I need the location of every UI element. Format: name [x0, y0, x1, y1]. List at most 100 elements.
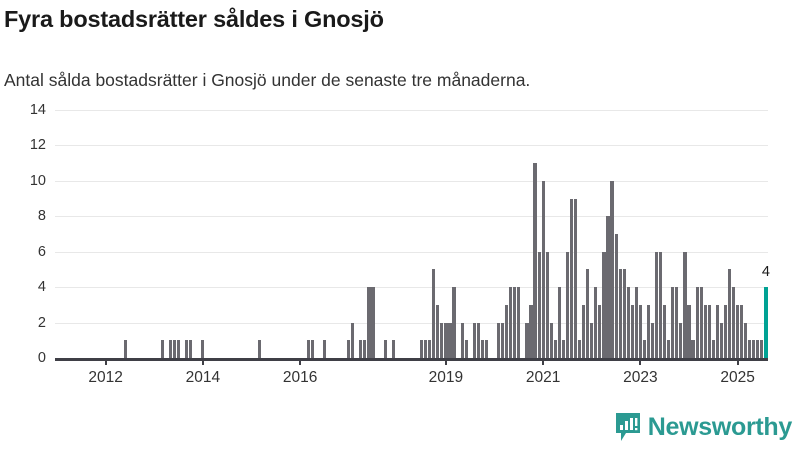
bar[interactable] [124, 340, 128, 358]
bar[interactable] [436, 304, 440, 358]
bar[interactable] [646, 304, 651, 358]
bar[interactable] [727, 269, 732, 358]
bar[interactable] [707, 304, 711, 358]
bar[interactable] [529, 304, 533, 358]
bar[interactable] [424, 340, 428, 358]
bar[interactable] [634, 287, 638, 358]
bar[interactable] [440, 322, 444, 358]
bar[interactable] [160, 340, 164, 358]
bar[interactable] [736, 304, 740, 358]
bar[interactable] [460, 322, 464, 358]
bar[interactable] [383, 340, 387, 358]
bar[interactable] [622, 269, 626, 358]
bar[interactable] [347, 340, 351, 358]
bar[interactable] [598, 304, 602, 358]
bar[interactable] [675, 287, 679, 358]
bar[interactable] [432, 269, 436, 358]
bar[interactable] [172, 340, 177, 358]
bar[interactable] [752, 340, 756, 358]
bar[interactable] [569, 198, 574, 358]
bar[interactable] [448, 322, 452, 358]
bar[interactable] [537, 251, 541, 358]
bar[interactable] [484, 340, 489, 358]
bar[interactable] [549, 322, 553, 358]
bar[interactable] [561, 340, 565, 358]
newsworthy-logo[interactable]: Newsworthy [615, 412, 792, 442]
bar[interactable] [691, 340, 695, 358]
bar[interactable] [748, 340, 752, 358]
bar[interactable] [189, 340, 193, 358]
bar[interactable] [505, 304, 509, 358]
bar[interactable] [699, 287, 703, 358]
bar[interactable] [310, 340, 314, 358]
bar[interactable] [476, 322, 480, 358]
bar[interactable] [428, 340, 432, 358]
bar[interactable] [638, 304, 642, 358]
bar[interactable] [703, 304, 707, 358]
bar[interactable] [683, 251, 687, 358]
bar[interactable] [525, 322, 529, 358]
bar[interactable] [594, 287, 598, 358]
bar[interactable] [420, 340, 424, 358]
bar[interactable] [695, 287, 699, 358]
bar[interactable] [472, 322, 476, 358]
bar[interactable] [573, 198, 578, 358]
bar[interactable] [464, 340, 468, 358]
bar[interactable] [606, 216, 610, 358]
bar[interactable] [501, 322, 505, 358]
bar[interactable] [715, 304, 719, 358]
bar[interactable] [659, 251, 663, 358]
bar[interactable] [626, 287, 630, 358]
bar[interactable] [258, 340, 262, 358]
bar[interactable] [533, 163, 537, 358]
bar[interactable] [553, 340, 557, 358]
bar[interactable] [306, 340, 310, 358]
bar[interactable] [513, 287, 517, 358]
bar[interactable] [351, 322, 355, 358]
bar[interactable] [557, 287, 561, 358]
bar[interactable] [630, 304, 634, 358]
bar[interactable] [642, 340, 647, 358]
bar[interactable] [367, 287, 371, 358]
bar[interactable] [545, 251, 549, 358]
bar[interactable] [363, 340, 367, 358]
bar[interactable] [371, 287, 375, 358]
bar[interactable] [614, 234, 618, 358]
bar[interactable] [586, 269, 590, 358]
bar[interactable] [322, 340, 326, 358]
bar[interactable] [723, 304, 728, 358]
bar[interactable] [679, 322, 683, 358]
bar[interactable] [618, 269, 622, 358]
bar[interactable] [667, 340, 671, 358]
bar[interactable] [602, 251, 606, 358]
bar[interactable] [655, 251, 659, 358]
bar[interactable] [359, 340, 363, 358]
bar[interactable] [480, 340, 484, 358]
bar[interactable] [201, 340, 205, 358]
bar[interactable] [176, 340, 181, 358]
bar[interactable] [610, 180, 614, 358]
bar[interactable] [590, 322, 594, 358]
bar[interactable] [497, 322, 501, 358]
bar[interactable] [578, 340, 582, 358]
bar[interactable] [671, 287, 675, 358]
bar[interactable] [687, 304, 691, 358]
bar-highlighted[interactable] [764, 287, 768, 358]
bar[interactable] [719, 322, 723, 358]
bar[interactable] [444, 322, 448, 358]
bar[interactable] [582, 304, 586, 358]
bar[interactable] [565, 251, 570, 358]
bar[interactable] [731, 287, 736, 358]
bar[interactable] [756, 340, 760, 358]
bar[interactable] [663, 304, 667, 358]
bar[interactable] [744, 322, 748, 358]
bar[interactable] [185, 340, 189, 358]
bar[interactable] [740, 304, 744, 358]
bar[interactable] [517, 287, 521, 358]
bar[interactable] [650, 322, 655, 358]
bar[interactable] [541, 180, 545, 358]
bar[interactable] [711, 340, 715, 358]
bar[interactable] [452, 287, 456, 358]
bar[interactable] [760, 340, 764, 358]
bar[interactable] [168, 340, 173, 358]
